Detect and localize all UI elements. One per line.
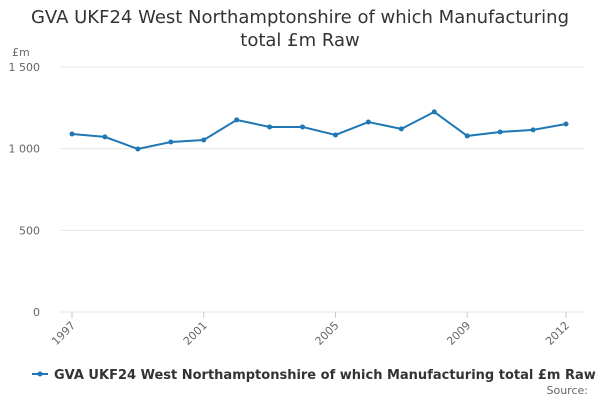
- point: [267, 124, 273, 130]
- point: [563, 121, 569, 127]
- point: [201, 137, 207, 143]
- x-tick-label: 2001: [181, 319, 210, 348]
- point: [365, 119, 371, 125]
- y-tick-label: 1 000: [9, 143, 41, 156]
- y-tick-label: 0: [33, 306, 40, 319]
- point: [300, 124, 306, 130]
- y-tick-label: 1 500: [9, 61, 41, 74]
- y-tick-label: 500: [19, 224, 40, 237]
- point: [530, 127, 536, 133]
- legend-label: GVA UKF24 West Northamptonshire of which…: [54, 368, 596, 383]
- source: Source:: [547, 384, 589, 397]
- point: [135, 146, 141, 152]
- legend-marker: [37, 371, 43, 377]
- point: [168, 139, 174, 145]
- point: [464, 133, 470, 139]
- x-tick-label: 2005: [313, 319, 342, 348]
- point: [497, 129, 503, 135]
- x-tick-label: 2009: [444, 319, 473, 348]
- x-tick-label: 1997: [49, 319, 78, 348]
- series-line: [71, 110, 567, 151]
- point: [398, 126, 404, 132]
- chart-title: GVA UKF24 West Northamptonshire of which…: [30, 7, 570, 51]
- y-axis-label: £m: [12, 46, 30, 59]
- point: [234, 117, 240, 123]
- point: [431, 109, 437, 115]
- point: [69, 131, 75, 137]
- x-tick-label: 2012: [543, 319, 572, 348]
- point: [102, 134, 108, 140]
- point: [332, 132, 338, 138]
